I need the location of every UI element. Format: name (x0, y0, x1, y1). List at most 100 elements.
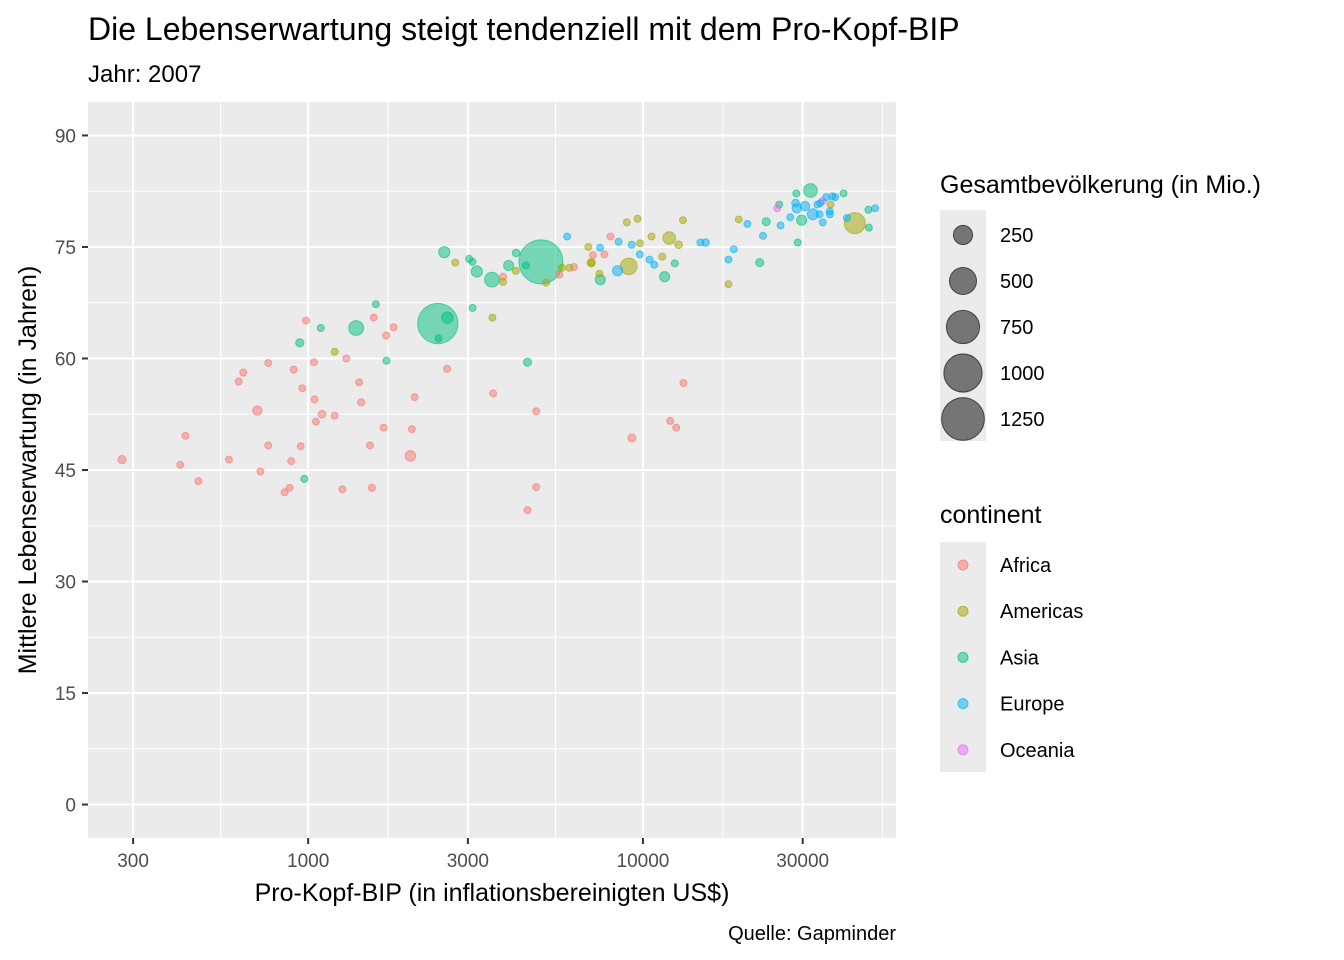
data-point-africa (369, 313, 378, 322)
data-point-americas (633, 214, 642, 223)
data-point-africa (194, 477, 203, 486)
data-point-africa (309, 358, 318, 367)
y-axis-label: Mittlere Lebenserwartung (in Jahren) (14, 266, 42, 675)
data-point-africa (555, 270, 564, 279)
data-point-europe (635, 250, 644, 259)
data-point-africa (296, 442, 305, 451)
data-point-africa (367, 483, 376, 492)
data-point-africa (280, 488, 289, 497)
x-tick-label: 3000 (447, 851, 489, 872)
data-point-africa (285, 483, 294, 492)
color-legend-key-oceania (957, 744, 969, 756)
data-point-africa (389, 323, 398, 332)
data-point-europe (791, 198, 800, 208)
size-legend-key (948, 266, 978, 296)
x-tick-label: 30000 (776, 851, 829, 872)
data-point-americas (662, 231, 676, 245)
data-point-africa (338, 485, 347, 494)
data-point-africa (672, 423, 681, 432)
data-point-europe (758, 231, 767, 240)
data-point-africa (442, 364, 452, 373)
color-legend-label: Asia (1000, 647, 1040, 669)
data-point-asia (438, 246, 451, 259)
data-point-asia (796, 214, 808, 226)
y-tick-label: 60 (55, 349, 76, 370)
y-tick-label: 30 (55, 573, 76, 594)
grid-major (88, 102, 896, 838)
data-point-europe (696, 238, 705, 247)
data-point-americas (584, 242, 593, 251)
data-point-asia (484, 271, 500, 288)
data-point-americas (330, 347, 339, 356)
size-legend-label: 1000 (1000, 363, 1045, 385)
size-legend-key (943, 353, 983, 393)
size-legend: Gesamtbevölkerung (in Mio.) 250 500 750 100… (940, 171, 1261, 441)
x-tick-label: 10000 (617, 851, 670, 872)
x-axis-label: Pro-Kopf-BIP (in inflationsbereinigten U… (255, 879, 730, 907)
data-point-africa (532, 483, 541, 492)
size-legend-label: 500 (1000, 271, 1033, 293)
size-legend-key (945, 309, 981, 345)
data-point-asia (295, 338, 305, 348)
data-point-africa (588, 251, 597, 260)
data-point-africa (176, 460, 185, 469)
color-legend-label: Americas (1000, 601, 1083, 623)
x-axis: 300 1000 3000 10000 30000 (117, 838, 829, 872)
data-point-africa (310, 395, 319, 404)
size-legend-label: 1250 (1000, 409, 1045, 431)
data-point-africa (679, 379, 688, 388)
data-point-africa (264, 358, 273, 367)
y-tick-label: 0 (65, 796, 76, 817)
data-point-asia (521, 261, 530, 270)
data-point-europe (614, 237, 623, 246)
data-point-europe (729, 245, 738, 254)
data-point-europe (724, 255, 733, 264)
data-point-europe (743, 219, 752, 228)
color-legend-label: Oceania (1000, 740, 1075, 762)
data-point-africa (410, 393, 419, 402)
data-point-asia (803, 183, 818, 198)
data-point-asia (864, 205, 873, 214)
data-point-africa (239, 368, 248, 377)
data-point-europe (776, 221, 785, 230)
data-point-americas (674, 240, 683, 250)
data-point-oceania (773, 204, 782, 213)
size-legend-key (952, 224, 974, 246)
chart-title: Die Lebenserwartung steigt tendenziell m… (88, 11, 960, 47)
data-point-africa (489, 389, 498, 398)
data-point-asia (465, 254, 474, 263)
data-point-europe (611, 265, 624, 277)
data-point-americas (678, 216, 687, 225)
data-point-asia (468, 303, 477, 312)
data-point-americas (595, 269, 604, 278)
y-axis: 0 15 30 45 60 75 90 (55, 126, 88, 817)
data-point-africa (382, 331, 391, 340)
data-point-asia (371, 300, 380, 309)
data-point-africa (330, 411, 339, 420)
data-point-europe (627, 240, 636, 249)
color-legend-title: continent (940, 501, 1042, 529)
x-tick-label: 1000 (287, 851, 329, 872)
color-legend-label: Africa (1000, 555, 1052, 577)
data-point-asia (348, 320, 365, 336)
data-point-asia (659, 271, 671, 283)
data-point-africa (252, 405, 263, 416)
data-point-asia (522, 357, 533, 367)
data-point-africa (523, 506, 532, 515)
data-point-asia (761, 217, 771, 227)
data-point-americas (587, 259, 596, 268)
data-point-africa (289, 365, 298, 374)
color-legend-key-americas (957, 605, 969, 617)
data-point-africa (342, 354, 351, 363)
data-point-africa (666, 416, 675, 425)
x-tick-label: 300 (117, 851, 149, 872)
data-point-asia (518, 239, 564, 285)
data-point-americas (557, 263, 566, 272)
data-point-africa (287, 457, 296, 466)
data-point-asia (441, 311, 454, 324)
chart-subtitle: Jahr: 2007 (88, 61, 201, 88)
data-point-americas (542, 278, 551, 287)
data-point-europe (842, 213, 851, 222)
data-point-africa (256, 467, 265, 476)
data-point-africa (627, 433, 637, 443)
